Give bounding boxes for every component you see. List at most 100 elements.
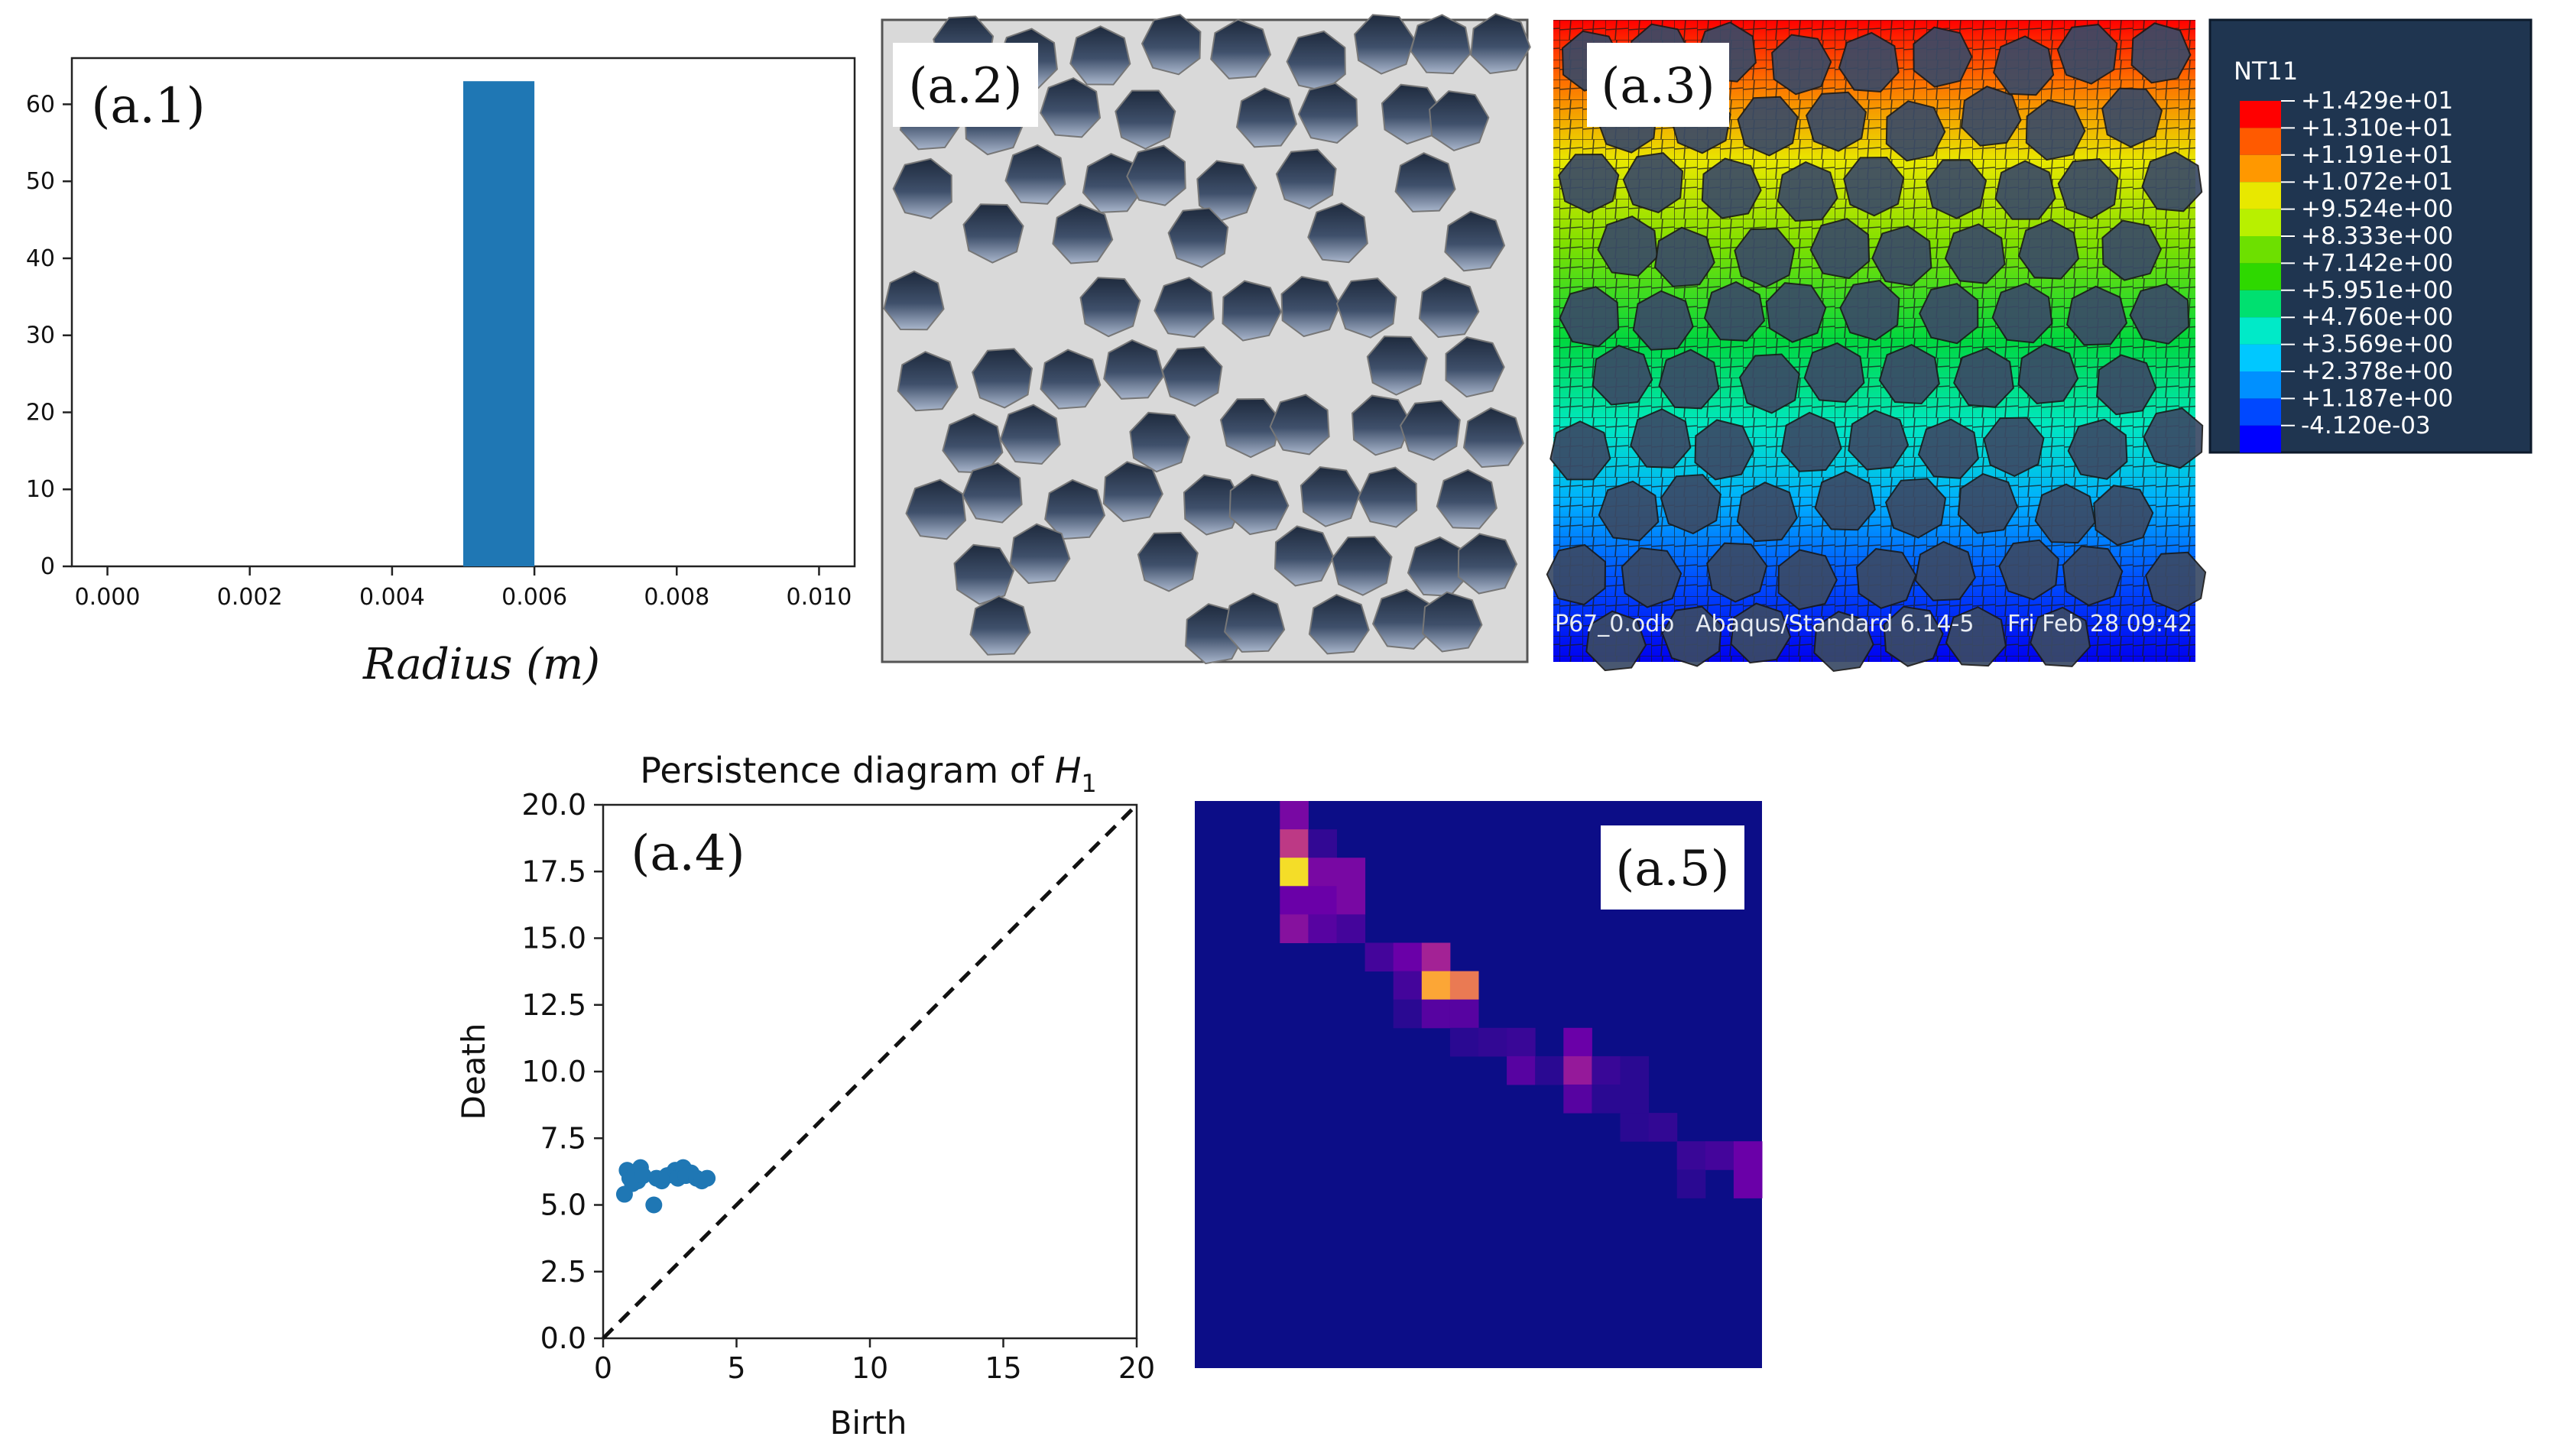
a2-hexagon-31 [1154, 277, 1215, 338]
a2-hexagon-60 [953, 543, 1015, 605]
a3-hexagon-26 [1597, 215, 1658, 277]
a3-legend-value-9: +3.569e+00 [2301, 331, 2453, 358]
a5-panel-label: (a.5) [1615, 841, 1729, 897]
a4-y-tick-label-4: 10.0 [521, 1055, 586, 1088]
a3-hexagon-67 [2093, 485, 2154, 546]
a3-hexagon-41 [2066, 285, 2128, 346]
a3-panel-label-box [1587, 43, 1729, 127]
a5-cell-27 [1563, 1056, 1592, 1085]
a3-footer-version: Abaqus/Standard 6.14-5 [1695, 611, 1974, 637]
a3-hexagon-29 [1809, 218, 1871, 280]
a1-y-tick-label-6: 60 [26, 91, 55, 118]
a3-hexagon-4 [1838, 31, 1900, 93]
a5-cell-37 [1705, 1141, 1734, 1170]
a5-cell-6 [1308, 858, 1337, 887]
a3-hexagon-79 [1730, 602, 1792, 664]
a2-hexagon-22 [1275, 148, 1337, 210]
a3-hexagon-37 [1765, 282, 1827, 343]
a2-hexagon-14 [1297, 82, 1358, 144]
a3-hexagon-34 [1559, 286, 1620, 348]
a3-hexagon-76 [2145, 551, 2207, 612]
a2-hexagon-57 [1300, 466, 1361, 527]
a3-legend-value-8: +4.760e+00 [2301, 303, 2453, 331]
a3-hexagon-68 [1546, 543, 1607, 606]
a3-hexagon-47 [1878, 343, 1940, 405]
a3-hexagon-60 [1598, 480, 1660, 542]
a4-y-tick-label-1: 2.5 [540, 1255, 586, 1289]
a4-y-ticks: 0.0 2.5 5.0 7.5 10.0 12.5 15.0 17.5 20.0 [521, 788, 603, 1355]
a2-hexagon-69 [1224, 592, 1286, 653]
a1-x-tick-label-4: 0.008 [644, 584, 709, 611]
a3-hexagon-36 [1703, 280, 1765, 342]
a3-hexagon-71 [1777, 549, 1838, 611]
a3-legend-swatch-8 [2240, 317, 2281, 345]
a2-hexagon-67 [969, 595, 1031, 656]
a5-cell-18 [1421, 999, 1451, 1029]
a3-hexagon-70 [1706, 542, 1768, 603]
a3-hexagon-39 [1919, 283, 1979, 345]
a5-cell-28 [1563, 1085, 1592, 1114]
a2-hexagon-37 [972, 348, 1034, 409]
a3-hexagon-49 [2017, 343, 2079, 404]
a4-diagonal [602, 803, 1138, 1340]
a2-hexagon-21 [1196, 160, 1257, 222]
a1-x-axis-label: Radius (m) [362, 640, 600, 689]
a2-hexagon-28 [1444, 210, 1506, 272]
a4-panel-label-box [625, 816, 754, 890]
a4-x-tick-label-1: 5 [727, 1351, 745, 1385]
a2-hexagon-25 [1052, 203, 1114, 264]
a2-hexagon-39 [1103, 339, 1165, 400]
a3-legend-value-5: +8.333e+00 [2301, 222, 2453, 250]
a2-hexagon-18 [1004, 144, 1066, 205]
panel-a4-persistence-diagram: Persistence diagram of H1 0 5 10 15 20 0.0 2.… [455, 750, 1155, 1441]
a3-legend-swatch-12 [2240, 425, 2281, 453]
a5-cell-38 [1733, 1141, 1763, 1170]
a3-hexagon-20 [1777, 161, 1838, 222]
a3-hexagon-3 [1771, 34, 1832, 96]
a3-legend-value-12: -4.120e-03 [2301, 412, 2431, 439]
a3-legend-swatch-2 [2240, 154, 2281, 183]
a2-hexagon-62 [1137, 531, 1199, 592]
a3-hexagon-81 [1883, 605, 1944, 667]
a2-hexagon-11 [1040, 77, 1102, 138]
a3-legend-value-4: +9.524e+00 [2301, 196, 2453, 223]
a3-hexagon-64 [1885, 478, 1947, 539]
a1-y-tick-label-0: 0 [41, 553, 55, 580]
a3-hexagon-66 [2034, 483, 2096, 544]
a1-bars [463, 81, 535, 566]
a3-legend-value-6: +7.142e+00 [2301, 249, 2453, 277]
a5-cell-39 [1733, 1169, 1763, 1198]
a5-cell-30 [1592, 1085, 1621, 1114]
a3-hexagon-11 [1737, 96, 1799, 157]
a3-legend-value-3: +1.072e+01 [2301, 168, 2453, 196]
a3-hexagon-27 [1653, 226, 1715, 287]
a1-y-tick-label-1: 10 [26, 476, 55, 503]
a1-y-tick-label-3: 30 [26, 323, 55, 349]
a3-legend-swatch-10 [2240, 371, 2281, 399]
a3-hexagon-58 [2067, 418, 2128, 480]
a5-heat-cells [1280, 801, 1763, 1198]
a1-x-tick-label-0: 0.000 [75, 584, 141, 611]
a3-hexagon-32 [2018, 219, 2080, 280]
a2-hexagon-27 [1307, 202, 1368, 264]
a3-hexagon-63 [1814, 470, 1876, 531]
a3-hexagon-82 [1945, 606, 2007, 667]
a3-legend-entries: +1.429e+01+1.310e+01+1.191e+01+1.072e+01… [2240, 87, 2453, 453]
a3-hexagon-50 [2096, 354, 2157, 416]
a2-hexagon-17 [892, 157, 952, 219]
a4-x-tick-label-2: 10 [852, 1351, 888, 1385]
a5-cell-9 [1336, 858, 1366, 887]
a3-hexagon-80 [1813, 611, 1874, 673]
a2-hexagon-33 [1280, 276, 1342, 338]
a2-hexagon-2 [1069, 25, 1131, 86]
a3-hexagon-61 [1660, 474, 1721, 535]
a2-hexagon-29 [883, 270, 945, 331]
a2-hexagon-56 [1228, 473, 1290, 536]
a5-cell-19 [1449, 971, 1479, 1000]
a3-hexagon-5 [1913, 26, 1973, 88]
a5-cell-4 [1280, 914, 1309, 943]
a5-cell-34 [1648, 1113, 1678, 1142]
a2-hexagon-4 [1210, 18, 1272, 79]
a3-hexagon-83 [2030, 606, 2091, 667]
a5-cell-22 [1478, 1027, 1507, 1057]
